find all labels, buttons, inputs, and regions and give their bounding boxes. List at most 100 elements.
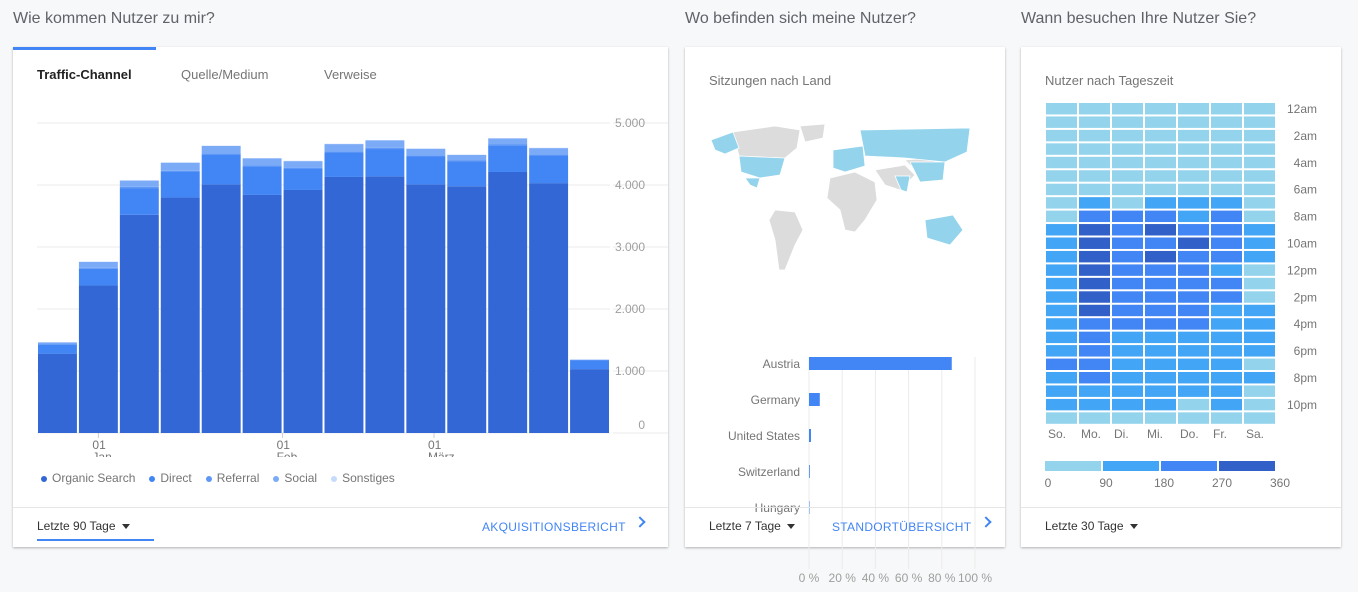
heatmap-cell [1211,130,1242,141]
heatmap-cell [1079,412,1110,423]
heatmap-cell [1211,238,1242,249]
heatmap-cell [1178,264,1209,275]
legend-label: Direct [160,471,191,485]
legend-label: Sonstiges [342,471,395,485]
legend-label: Referral [217,471,260,485]
bar-segment-social [202,146,241,153]
tab-referrals[interactable]: Verweise [324,67,377,82]
legend-item[interactable]: Sonstiges [331,471,395,485]
heatmap-cell [1145,103,1176,114]
day-label: So. [1048,427,1066,441]
bar-segment-organic-search [488,172,527,433]
heatmap-cell [1211,359,1242,370]
heatmap-cell [1046,197,1077,208]
country-bar [809,429,811,442]
acquisition-section-title: Wie kommen Nutzer zu mir? [13,10,215,28]
card-title: Sitzungen nach Land [709,73,831,88]
bar-segment-social [38,342,77,343]
bar-segment-direct [243,166,282,195]
legend-item[interactable]: Referral [206,471,260,485]
bar-segment-referral [325,151,364,152]
heatmap-cell [1244,157,1275,168]
heatmap-cell [1178,278,1209,289]
heatmap-cell [1145,224,1176,235]
heatmap-cell [1079,318,1110,329]
heatmap-cell [1244,251,1275,262]
heatmap-cell [1046,345,1077,356]
heatmap-cell [1145,264,1176,275]
date-range-dropdown[interactable]: Letzte 7 Tage [709,519,795,533]
legend-item[interactable]: Organic Search [41,471,135,485]
heatmap-cell [1211,264,1242,275]
heatmap-cell [1046,372,1077,383]
chevron-right-icon[interactable] [634,516,645,527]
heatmap-cell [1079,264,1110,275]
bar-segment-direct [447,161,486,186]
heatmap-cell [1244,359,1275,370]
heatmap-cell [1079,278,1110,289]
country-label: Austria [763,357,801,371]
heatmap-cell [1145,359,1176,370]
heatmap-cell [1046,211,1077,222]
day-label: Fr. [1213,427,1227,441]
bar-segment-social [325,144,364,151]
heatmap-cell [1079,305,1110,316]
heatmap-cell [1046,157,1077,168]
bar-segment-organic-search [406,184,445,433]
heatmap-cell [1145,143,1176,154]
map-australia [925,215,963,245]
bar-segment-organic-search [570,369,609,433]
x-tick-month: Feb. [277,450,301,457]
heatmap-cell [1244,238,1275,249]
heatmap-cell [1112,103,1143,114]
heatmap-cell [1244,332,1275,343]
date-range-label: Letzte 30 Tage [1045,519,1124,533]
map-africa [827,172,877,232]
heatmap-cell [1244,399,1275,410]
heatmap-cell [1211,170,1242,181]
heatmap-cell [1211,385,1242,396]
chevron-right-icon[interactable] [980,516,991,527]
day-label: Di. [1114,427,1129,441]
heatmap-cell [1211,224,1242,235]
heatmap-cell [1211,157,1242,168]
hour-label: 12pm [1287,263,1317,277]
bar-segment-referral [243,165,282,166]
map-canada [733,126,800,158]
heatmap-cell [1079,116,1110,127]
date-range-dropdown[interactable]: Letzte 30 Tage [1045,519,1138,533]
heatmap-cell [1079,224,1110,235]
date-range-dropdown[interactable]: Letzte 90 Tage [37,519,154,541]
heatmap-cell [1079,211,1110,222]
heatmap-cell [1112,291,1143,302]
active-tab-indicator [13,47,156,50]
country-bar-chart: 0 %20 %40 %60 %80 %100 %AustriaGermanyUn… [685,357,1005,592]
heatmap-cell [1178,116,1209,127]
tab-source-medium[interactable]: Quelle/Medium [181,67,268,82]
card-footer: Letzte 30 Tage [1021,507,1341,547]
map-china [910,162,945,182]
heatmap-cell [1244,412,1275,423]
bar-segment-organic-search [365,176,404,433]
location-section-title: Wo befinden sich meine Nutzer? [685,10,916,28]
bar-segment-social [406,149,445,156]
acquisition-report-link[interactable]: AKQUISITIONSBERICHT [482,520,626,534]
heatmap-cell [1112,305,1143,316]
heatmap-cell [1211,184,1242,195]
heatmap-cell [1079,143,1110,154]
heatmap-cell [1145,412,1176,423]
legend-item[interactable]: Direct [149,471,191,485]
bar-segment-referral [365,148,404,149]
bar-segment-referral [488,144,527,145]
heatmap-cell [1145,318,1176,329]
heatmap-cell [1079,372,1110,383]
legend-item[interactable]: Social [273,471,317,485]
heatmap-cell [1046,170,1077,181]
location-overview-link[interactable]: STANDORTÜBERSICHT [832,520,971,534]
scale-label: 270 [1212,476,1232,490]
tab-traffic-channel[interactable]: Traffic-Channel [37,67,132,82]
heatmap-cell [1211,412,1242,423]
scale-swatch [1045,461,1101,471]
heatmap-cell [1178,157,1209,168]
bar-segment-organic-search [120,215,159,433]
